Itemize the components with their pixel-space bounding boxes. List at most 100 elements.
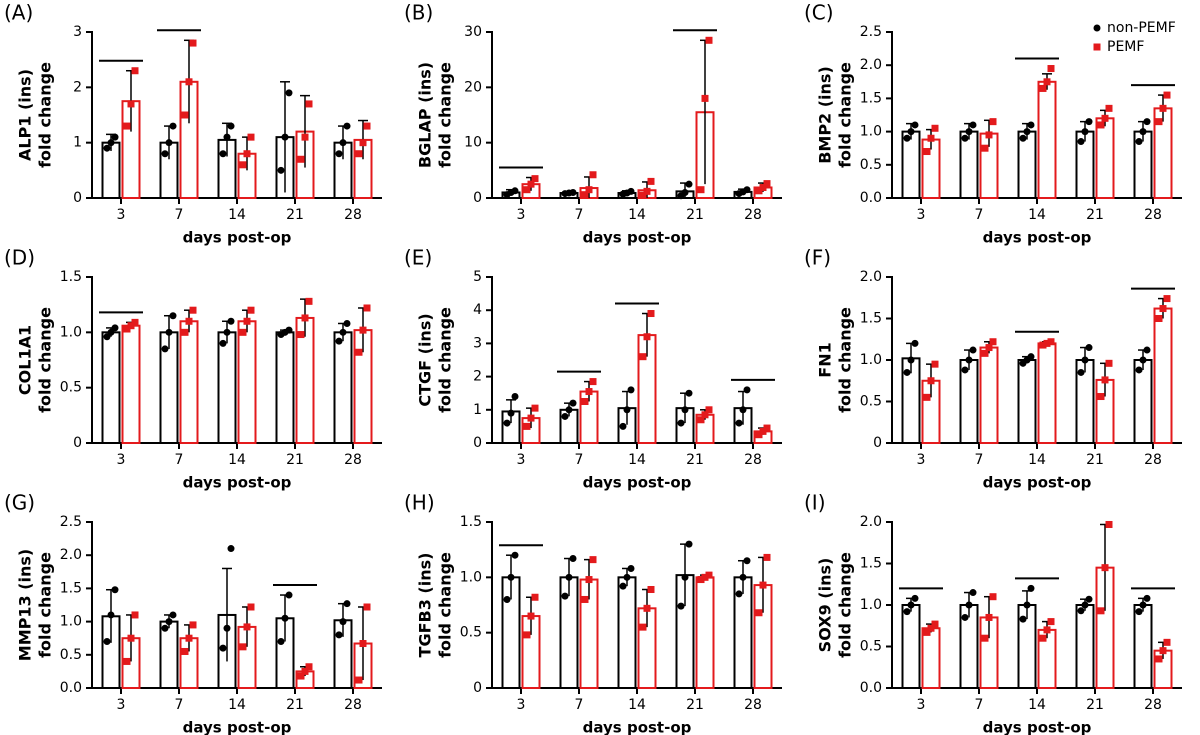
data-point: [239, 643, 247, 651]
data-point: [685, 389, 693, 397]
data-point: [907, 128, 915, 136]
data-point: [985, 613, 993, 621]
data-point: [243, 317, 251, 325]
data-point: [1081, 356, 1089, 364]
data-point: [961, 613, 969, 621]
data-point: [903, 368, 911, 376]
data-point: [1039, 634, 1047, 642]
data-point: [185, 317, 193, 325]
data-point: [961, 134, 969, 142]
data-point: [507, 409, 515, 417]
data-point: [511, 187, 519, 195]
data-point: [169, 312, 177, 320]
data-point: [623, 406, 631, 414]
data-point: [1105, 359, 1113, 367]
data-point: [1019, 134, 1027, 142]
legend-label: non-PEMF: [1107, 20, 1176, 36]
data-point: [981, 349, 989, 357]
panel-label: (E): [404, 246, 432, 270]
x-tick-label: 7: [975, 207, 984, 223]
data-point: [123, 657, 131, 665]
y-tick-label: 30: [464, 24, 482, 40]
x-tick-label: 28: [1144, 452, 1162, 468]
bar: [1017, 130, 1037, 200]
data-point: [903, 608, 911, 616]
data-point: [755, 609, 763, 617]
y-tick-label: 3: [473, 335, 482, 351]
data-point: [107, 139, 115, 147]
data-point: [561, 592, 569, 600]
data-point: [1085, 118, 1093, 126]
x-tick-label: 14: [628, 207, 646, 223]
legend-marker: [1093, 43, 1101, 51]
data-point: [243, 150, 251, 158]
data-point: [969, 121, 977, 129]
data-point: [507, 573, 515, 581]
y-axis-label: fold change: [436, 307, 455, 413]
data-point: [1155, 315, 1163, 322]
y-tick-label: 2.5: [60, 514, 82, 530]
data-point: [223, 624, 231, 632]
data-point: [763, 424, 771, 432]
data-point: [581, 595, 589, 603]
data-point: [181, 111, 189, 119]
x-tick-label: 7: [575, 452, 584, 468]
data-point: [627, 564, 635, 572]
x-tick-label: 21: [686, 207, 704, 223]
data-point: [1019, 615, 1027, 623]
data-point: [511, 393, 519, 401]
data-point: [705, 36, 713, 44]
y-tick-label: 1.0: [860, 124, 882, 140]
data-point: [923, 628, 931, 636]
data-point: [639, 353, 647, 361]
data-point: [759, 427, 767, 435]
data-point: [763, 553, 771, 561]
x-tick-label: 28: [744, 207, 762, 223]
x-axis-label: days post-op: [583, 474, 692, 492]
data-point: [763, 180, 771, 188]
data-point: [911, 121, 919, 129]
data-point: [219, 339, 227, 347]
data-point: [1077, 138, 1085, 146]
x-tick-label: 21: [286, 207, 304, 223]
y-tick-label: 4: [473, 302, 482, 318]
data-point: [343, 122, 351, 130]
x-tick-label: 3: [517, 452, 526, 468]
data-point: [223, 328, 231, 336]
data-point: [1135, 138, 1143, 146]
data-point: [165, 328, 173, 336]
bar: [921, 627, 941, 689]
y-tick-label: 1.5: [860, 556, 882, 572]
y-tick-label: 0.5: [60, 647, 82, 663]
data-point: [531, 175, 539, 183]
y-tick-label: 1.0: [860, 352, 882, 368]
x-tick-label: 3: [117, 452, 126, 468]
data-point: [647, 586, 655, 594]
x-tick-label: 21: [686, 697, 704, 713]
data-point: [527, 612, 535, 620]
x-axis-label: days post-op: [983, 229, 1092, 247]
x-tick-label: 14: [228, 452, 246, 468]
data-point: [911, 594, 919, 602]
data-point: [1143, 594, 1151, 602]
y-tick-label: 0.5: [460, 625, 482, 641]
panel-label: (G): [4, 491, 35, 515]
y-tick-label: 2: [73, 79, 82, 95]
x-tick-label: 28: [344, 452, 362, 468]
data-point: [961, 366, 969, 374]
data-point: [1105, 520, 1113, 528]
data-point: [931, 620, 939, 628]
data-point: [1047, 618, 1055, 626]
data-point: [623, 573, 631, 581]
data-point: [523, 631, 531, 639]
y-axis-label: fold change: [436, 552, 455, 658]
data-point: [165, 618, 173, 626]
data-point: [739, 406, 747, 414]
data-point: [585, 186, 593, 194]
x-tick-label: 3: [117, 697, 126, 713]
data-point: [907, 356, 915, 364]
y-axis-label: SOX9 (ins): [816, 558, 835, 653]
data-point: [685, 180, 693, 188]
bar: [1017, 359, 1037, 444]
data-point: [243, 623, 251, 631]
